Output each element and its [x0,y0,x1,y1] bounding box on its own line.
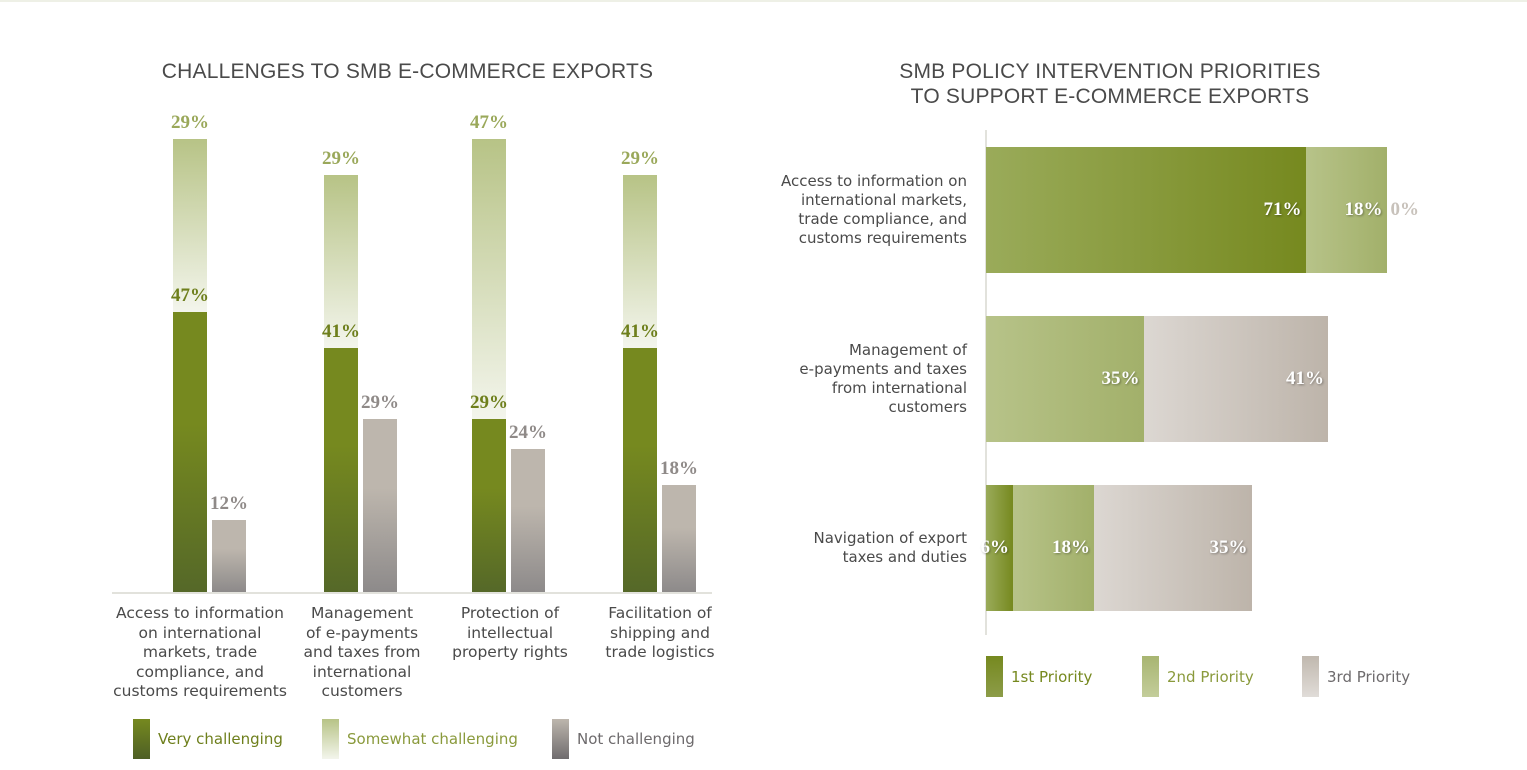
value-label-3rd-priority: 0% [1390,199,1420,220]
row-label-line: customs requirements [798,229,967,247]
category-label-line: on international [138,623,262,642]
label-very-challenging: 29% [470,392,508,414]
legend-swatch [1302,656,1319,697]
label-not-challenging: 18% [660,457,698,479]
legend-item-1st-priority: 1st Priority [986,656,1092,697]
bar-1st-priority [986,147,1306,273]
category-label-line: of e-payments [305,623,419,642]
legend-swatch [552,719,569,759]
row-label-line: customers [888,398,967,416]
legend-label: 3rd Priority [1327,667,1411,686]
label-very-challenging: 47% [171,284,209,306]
category-label-line: Management [310,604,414,622]
legend-label: Not challenging [577,730,695,748]
row-label-line: taxes and duties [842,548,967,566]
title-line: SMB POLICY INTERVENTION PRIORITIES [899,60,1321,83]
label-not-challenging: 12% [210,493,248,515]
row-label-line: trade compliance, and [798,210,967,228]
bar-somewhat-challenging [324,174,358,348]
row-label-line: Navigation of export [813,529,968,547]
bar-very-challenging [324,347,358,592]
legend-label: 1st Priority [1011,667,1093,686]
label-very-challenging: 41% [322,320,360,342]
row-label: Access to information on international ma… [737,172,967,248]
label-not-challenging: 29% [361,392,399,414]
bar-very-challenging [623,347,657,592]
value-label-3rd-priority: 35% [1209,537,1248,558]
bar-3rd-priority [1143,316,1328,442]
right-chart-title: SMB POLICY INTERVENTION PRIORITIES TO SU… [840,59,1380,109]
value-label-2nd-priority: 18% [1052,537,1090,558]
legend-item-not-challenging: Not challenging [552,719,695,759]
legend-item-2nd-priority: 2nd Priority [1142,656,1254,697]
category-label-line: international [312,662,412,681]
row-label-line: e-payments and taxes [799,360,967,378]
legend-swatch [986,656,1003,697]
label-somewhat-challenging: 29% [171,112,209,134]
bar-2nd-priority [1305,147,1387,273]
row-label-line: international markets, [800,191,967,209]
bar-somewhat-challenging [623,174,657,348]
value-label-3rd-priority: 41% [1286,368,1324,389]
row-label: Management of e-payments and taxes from in… [737,341,967,417]
value-label-2nd-priority: 18% [1344,199,1383,220]
bar-very-challenging [173,311,207,592]
bar-2nd-priority [986,316,1144,442]
label-somewhat-challenging: 47% [470,112,508,134]
category-label-line: markets, trade [142,643,258,661]
row-label-line: Management of [848,341,967,359]
title-line: TO SUPPORT E-COMMERCE EXPORTS [910,85,1310,108]
legend-label: Somewhat challenging [347,730,518,748]
bar-somewhat-challenging [472,139,506,420]
legend-swatch [1142,656,1159,697]
row-label: Navigation of export taxes and duties [737,529,968,567]
category-label-line: customs requirements [113,682,287,700]
bar-2nd-priority [1013,485,1094,611]
bar-not-challenging [511,448,545,592]
category-label-line: shipping and [610,623,710,642]
legend-item-somewhat-challenging: Somewhat challenging [322,719,518,759]
bar-not-challenging [363,419,397,592]
legend-item-3rd-priority: 3rd Priority [1302,656,1410,697]
bar-not-challenging [662,484,696,592]
value-label-1st-priority: 71% [1263,199,1302,220]
bar-very-challenging [472,419,506,592]
category-label-line: and taxes from [303,643,421,661]
bar-3rd-priority [1094,485,1252,611]
category-label: Protection of intellectual property rights [415,604,605,663]
left-baseline [112,592,712,594]
category-label-line: Access to information [116,604,284,622]
category-label: Management of e-payments and taxes from int… [267,604,457,702]
category-label-line: intellectual [466,623,554,642]
bar-somewhat-challenging [173,139,207,312]
label-not-challenging: 24% [509,421,547,443]
legend-swatch [133,719,150,759]
legend-label: 2nd Priority [1167,667,1254,686]
row-label-line: from international [831,379,967,397]
left-chart-title: CHALLENGES TO SMB E-COMMERCE EXPORTS [161,60,654,83]
legend-label: Very challenging [158,730,283,748]
category-label: Facilitation of shipping and trade logisti… [565,604,755,663]
legend-swatch [322,719,339,759]
top-divider [0,0,1527,2]
category-label: Access to information on international mar… [105,604,295,702]
category-label-line: compliance, and [136,662,264,681]
label-somewhat-challenging: 29% [621,147,659,169]
category-label-line: Protection of [460,604,560,622]
label-very-challenging: 41% [621,320,659,342]
legend-item-very-challenging: Very challenging [133,719,283,759]
label-somewhat-challenging: 29% [322,147,360,169]
value-label-2nd-priority: 35% [1101,368,1140,389]
bar-1st-priority [986,485,1013,611]
bar-not-challenging [212,520,246,592]
value-label-1st-priority: 6% [980,537,1010,558]
category-label-line: trade logistics [605,643,715,661]
row-label-line: Access to information on [781,172,967,190]
category-label-line: Facilitation of [608,604,712,622]
category-label-line: property rights [452,643,568,661]
category-label-line: customers [321,682,403,700]
